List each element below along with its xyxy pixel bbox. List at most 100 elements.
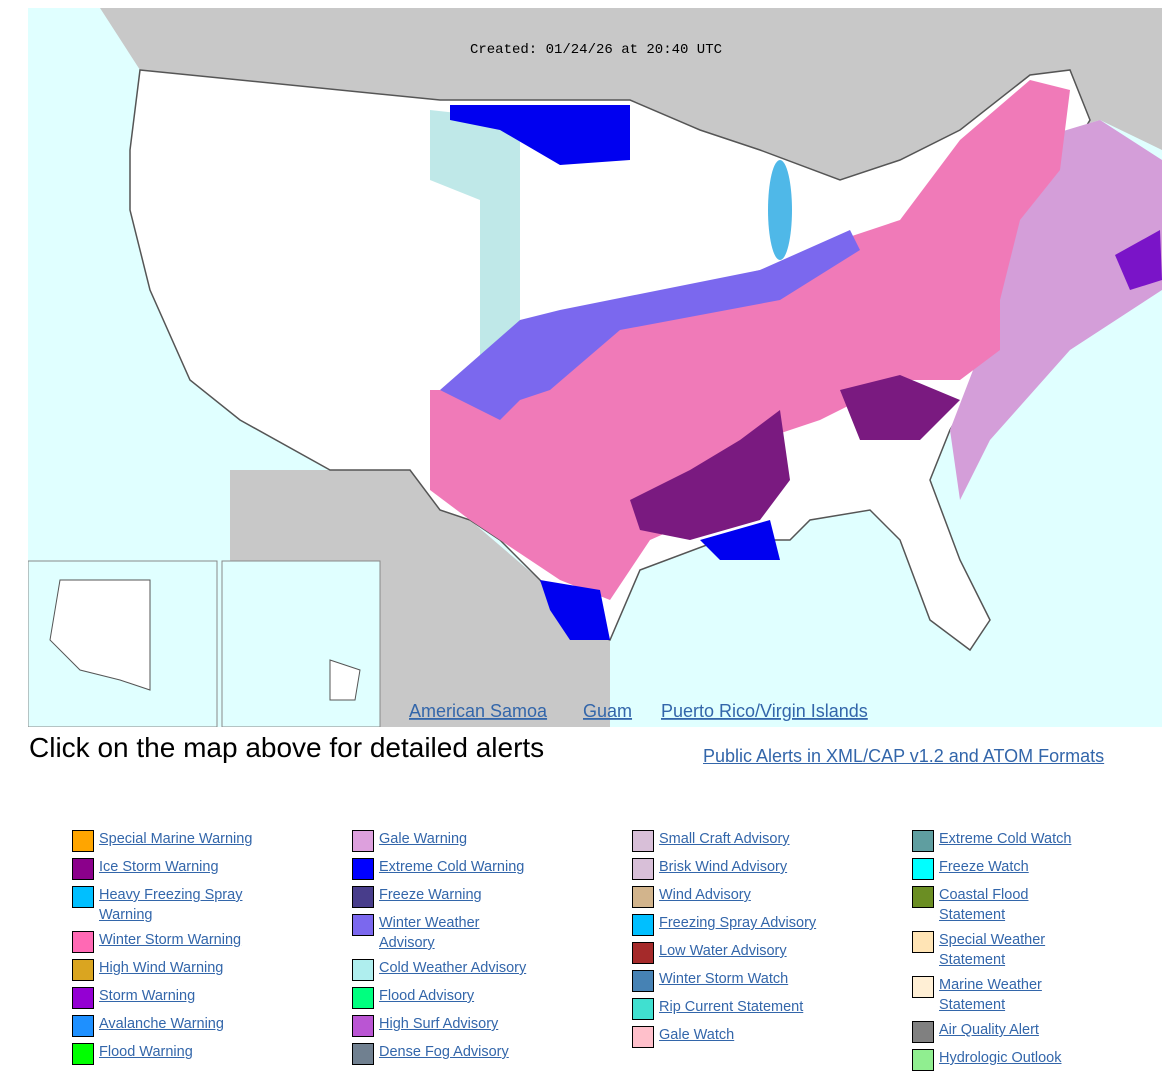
legend-column: Small Craft Advisory Brisk Wind Advisory W… [632, 829, 819, 1048]
legend-label[interactable]: Small Craft Advisory [659, 831, 790, 847]
legend-swatch [352, 1043, 374, 1065]
legend-label[interactable]: Gale Watch [659, 1027, 735, 1043]
legend-label[interactable]: Heavy Freezing Spray Warning [99, 887, 243, 923]
winter-storm-area [430, 80, 1070, 600]
legend-item[interactable]: Dense Fog Advisory [352, 1042, 529, 1065]
extreme-cold-area [450, 105, 630, 165]
legend-item[interactable]: High Surf Advisory [352, 1014, 529, 1037]
storm-area [1115, 230, 1162, 290]
legend-item[interactable]: Rip Current Statement [632, 997, 819, 1020]
legend-item[interactable]: Avalanche Warning [72, 1014, 254, 1037]
legend-item[interactable]: Air Quality Alert [912, 1020, 1079, 1043]
legend-label[interactable]: Freeze Warning [379, 887, 482, 903]
legend-label[interactable]: Marine Weather Statement [939, 977, 1042, 1013]
hawaii-inset[interactable] [221, 560, 381, 727]
legend-item[interactable]: Brisk Wind Advisory [632, 857, 819, 880]
legend-label[interactable]: Flood Warning [99, 1044, 193, 1060]
canada [28, 8, 1162, 180]
legend-label[interactable]: Air Quality Alert [939, 1022, 1039, 1038]
legend-item[interactable]: Flood Warning [72, 1042, 254, 1065]
legend-item[interactable]: Hydrologic Outlook [912, 1048, 1079, 1071]
legend-swatch [352, 858, 374, 880]
legend-label[interactable]: Cold Weather Advisory [379, 960, 527, 976]
legend-item[interactable]: Winter Storm Warning [72, 930, 254, 953]
legend-label[interactable]: Winter Storm Warning [99, 932, 242, 948]
legend-item[interactable]: Low Water Advisory [632, 941, 819, 964]
territory-link[interactable]: American Samoa [409, 701, 548, 721]
legend-label[interactable]: Extreme Cold Watch [939, 831, 1072, 847]
legend-label[interactable]: Rip Current Statement [659, 999, 804, 1015]
legend-column: Gale Warning Extreme Cold Warning Freeze W… [352, 829, 529, 1065]
legend-label[interactable]: Extreme Cold Warning [379, 859, 525, 875]
legend-label[interactable]: Winter Weather Advisory [379, 915, 480, 951]
territory-link[interactable]: Puerto Rico/Virgin Islands [661, 701, 868, 721]
legend-label[interactable]: Brisk Wind Advisory [659, 859, 788, 875]
legend-label[interactable]: Storm Warning [99, 988, 196, 1004]
legend-item[interactable]: Flood Advisory [352, 986, 529, 1009]
legend-item[interactable]: Ice Storm Warning [72, 857, 254, 880]
extreme-cold-area [700, 520, 780, 560]
cold-advisory-area [430, 110, 520, 380]
legend-item[interactable]: Freezing Spray Advisory [632, 913, 819, 936]
legend-swatch [72, 931, 94, 953]
legend-item[interactable]: Extreme Cold Watch [912, 829, 1079, 852]
legend-swatch [72, 886, 94, 908]
legend-item[interactable]: Cold Weather Advisory [352, 958, 529, 981]
legend-item[interactable]: Storm Warning [72, 986, 254, 1009]
legend-label[interactable]: Winter Storm Watch [659, 971, 789, 987]
legend-label[interactable]: Low Water Advisory [659, 943, 787, 959]
legend-column: Special Marine Warning Ice Storm Warning H… [72, 829, 254, 1065]
ice-storm-area [630, 410, 790, 540]
legend-swatch [352, 830, 374, 852]
legend-label[interactable]: Wind Advisory [659, 887, 751, 903]
legend-item[interactable]: Special Weather Statement [912, 930, 1079, 970]
legend-label[interactable]: Gale Warning [379, 831, 468, 847]
legend-swatch [632, 914, 654, 936]
legend-label[interactable]: Hydrologic Outlook [939, 1050, 1062, 1066]
legend-item[interactable]: Gale Watch [632, 1025, 819, 1048]
legend-label[interactable]: Flood Advisory [379, 988, 475, 1004]
winter-weather-area [440, 230, 860, 420]
legend-label[interactable]: Special Marine Warning [99, 831, 253, 847]
legend-swatch [912, 931, 934, 953]
legend-item[interactable]: Wind Advisory [632, 885, 819, 908]
legend-item[interactable]: High Wind Warning [72, 958, 254, 981]
legend-label[interactable]: Freezing Spray Advisory [659, 915, 817, 931]
legend-item[interactable]: Gale Warning [352, 829, 529, 852]
legend-item[interactable]: Small Craft Advisory [632, 829, 819, 852]
alert-map[interactable]: Created: 01/24/26 at 20:40 UTC American … [28, 8, 1162, 727]
legend-swatch [912, 858, 934, 880]
legend-label[interactable]: Coastal Flood Statement [939, 887, 1029, 923]
legend-swatch [632, 830, 654, 852]
legend-label[interactable]: High Surf Advisory [379, 1016, 499, 1032]
feed-link[interactable]: Public Alerts in XML/CAP v1.2 and ATOM F… [703, 746, 1105, 766]
legend-label[interactable]: High Wind Warning [99, 960, 224, 976]
legend-swatch [912, 886, 934, 908]
legend-label[interactable]: Special Weather Statement [939, 932, 1046, 968]
legend-swatch [72, 959, 94, 981]
legend-swatch [72, 987, 94, 1009]
legend-swatch [72, 858, 94, 880]
legend-swatch [72, 830, 94, 852]
legend-swatch [912, 1049, 934, 1071]
legend-item[interactable]: Winter Storm Watch [632, 969, 819, 992]
legend-item[interactable]: Freeze Warning [352, 885, 529, 908]
legend-label[interactable]: Ice Storm Warning [99, 859, 219, 875]
legend-item[interactable]: Special Marine Warning [72, 829, 254, 852]
legend-item[interactable]: Heavy Freezing Spray Warning [72, 885, 254, 925]
caption: Click on the map above for detailed aler… [29, 732, 545, 763]
legend-item[interactable]: Marine Weather Statement [912, 975, 1079, 1015]
legend-item[interactable]: Freeze Watch [912, 857, 1079, 880]
legend-label[interactable]: Freeze Watch [939, 859, 1029, 875]
legend-swatch [632, 886, 654, 908]
alaska [49, 579, 151, 691]
legend-label[interactable]: Dense Fog Advisory [379, 1044, 509, 1060]
legend-item[interactable]: Extreme Cold Warning [352, 857, 529, 880]
legend-swatch [912, 1021, 934, 1043]
legend-item[interactable]: Coastal Flood Statement [912, 885, 1079, 925]
legend-swatch [72, 1015, 94, 1037]
legend-item[interactable]: Winter Weather Advisory [352, 913, 529, 953]
hawaii [329, 659, 361, 701]
territory-link[interactable]: Guam [583, 701, 632, 721]
legend-label[interactable]: Avalanche Warning [99, 1016, 224, 1032]
